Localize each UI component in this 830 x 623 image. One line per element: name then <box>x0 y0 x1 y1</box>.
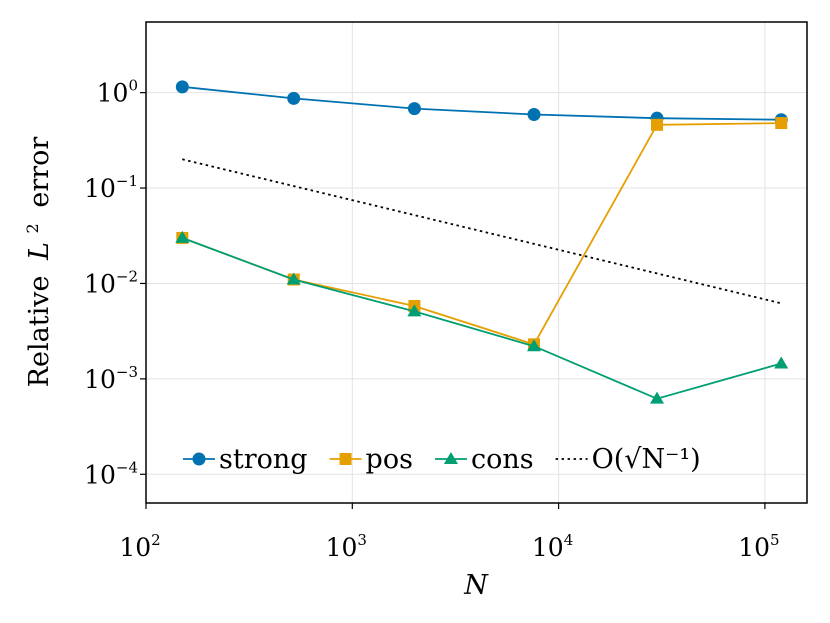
data-point <box>527 339 542 352</box>
data-point <box>527 108 541 122</box>
data-point <box>286 272 301 285</box>
y-tick-label: 10−4 <box>84 458 138 489</box>
data-point <box>651 118 664 131</box>
data-point <box>175 80 189 94</box>
legend-swatch-marker <box>339 453 352 465</box>
legend-label: O(√N⁻¹) <box>592 444 701 475</box>
legend-item-0: strong <box>183 444 308 475</box>
series-1 <box>176 117 788 351</box>
x-tick-label: 103 <box>326 531 367 562</box>
y-axis-title-var: L <box>24 242 55 261</box>
legend-item-1: pos <box>329 444 413 475</box>
legend-item-3: O(√N⁻¹) <box>555 444 701 475</box>
data-point <box>175 230 190 243</box>
grid-lines <box>145 22 807 503</box>
series-line <box>182 158 782 305</box>
series-2 <box>175 230 789 404</box>
y-axis-title-sup: 2 <box>23 223 42 233</box>
legend-label: cons <box>471 444 534 475</box>
y-axis-title: Relative L 2 error <box>14 137 55 388</box>
y-tick-label: 10−3 <box>84 363 138 394</box>
y-tick-label: 10−2 <box>84 267 138 298</box>
legend-item-2: cons <box>434 444 534 475</box>
series-layer <box>175 80 789 404</box>
data-point <box>407 304 422 317</box>
legend-label: strong <box>219 444 308 475</box>
y-tick-label: 10−1 <box>84 172 138 203</box>
y-tick-label: 100 <box>97 77 138 108</box>
series-0 <box>175 80 788 127</box>
plot-frame <box>145 21 808 504</box>
series-3 <box>182 158 782 305</box>
series-line <box>181 122 782 346</box>
data-point <box>775 117 788 130</box>
y-axis-title-prefix: Relative <box>24 276 55 388</box>
x-tick-label: 102 <box>119 531 160 562</box>
x-tick-label: 105 <box>738 531 779 562</box>
legend-swatch-marker <box>192 452 206 466</box>
legend-label: pos <box>366 444 413 475</box>
legend-swatch-marker <box>443 452 458 464</box>
data-point <box>287 91 301 105</box>
data-point <box>650 391 665 404</box>
series-line <box>182 85 782 121</box>
x-axis-title: N <box>463 570 489 601</box>
y-axis-title-suffix: error <box>24 137 55 208</box>
data-point <box>774 356 789 369</box>
legend: strong pos cons O(√N⁻¹) <box>183 444 701 475</box>
data-point <box>407 102 421 116</box>
series-line <box>181 237 782 400</box>
x-tick-label: 104 <box>532 531 573 562</box>
tick-labels: 102 103 104 105 100 10−1 10−2 10−3 10−4 <box>84 77 780 562</box>
